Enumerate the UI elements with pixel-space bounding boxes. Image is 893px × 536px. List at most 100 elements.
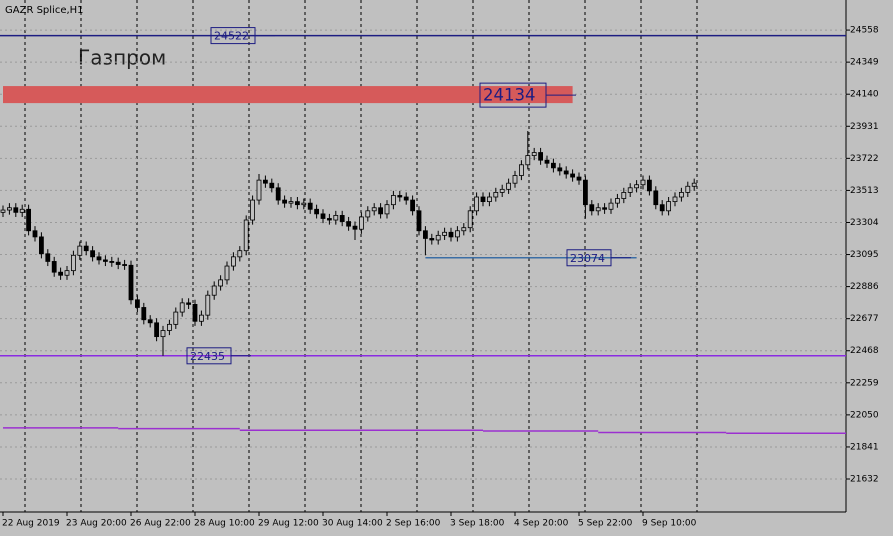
candle-body [128, 264, 134, 301]
candle-body [576, 176, 582, 181]
y-tick-label: 22468 [850, 346, 879, 356]
level-label: 24522 [214, 30, 249, 43]
candle-body [58, 271, 63, 276]
y-tick-label: 23931 [850, 122, 879, 132]
candle-body [621, 192, 627, 199]
y-tick-label: 24140 [850, 90, 879, 100]
candle-body [346, 221, 352, 227]
candle-body [294, 201, 300, 206]
candle-body [384, 204, 390, 215]
y-tick-label: 24349 [850, 58, 879, 68]
candle-body [288, 201, 294, 204]
candle-body [461, 227, 467, 232]
candle-body [122, 264, 127, 266]
candle-body [301, 202, 307, 206]
candle-body [45, 253, 51, 262]
candle-body [467, 210, 473, 229]
x-tick-label: 23 Aug 20:00 [66, 519, 127, 529]
candle-body [608, 202, 614, 210]
candle-body [71, 254, 76, 272]
candle-body [551, 162, 556, 169]
candle-body [205, 294, 211, 316]
candle-body [173, 311, 179, 325]
candle-body [134, 299, 140, 308]
candle-body [448, 231, 454, 238]
candle-body [640, 179, 646, 186]
x-tick-label: 9 Sep 10:00 [642, 519, 697, 529]
x-tick-label: 22 Aug 2019 [2, 519, 60, 529]
candle-body [647, 179, 652, 192]
candle-body [7, 207, 12, 211]
candle-body [365, 210, 371, 218]
candle-body [410, 199, 416, 212]
candle-body [186, 302, 192, 305]
candle-body [602, 207, 607, 210]
candle-body [493, 192, 499, 198]
candle-body [538, 152, 543, 161]
y-tick-label: 22050 [850, 410, 879, 420]
candle-body [282, 199, 288, 204]
candle-body [211, 285, 217, 296]
candle-body [659, 204, 665, 212]
candle-body [154, 322, 160, 338]
candle-body [0, 209, 6, 213]
level-label: 22435 [190, 350, 225, 363]
candle-body [77, 245, 83, 256]
x-tick-label: 3 Sep 18:00 [450, 519, 505, 529]
candle-body [64, 270, 70, 276]
candle-body [519, 164, 524, 176]
candle-body [691, 182, 697, 187]
candle-body [218, 279, 224, 287]
y-tick-label: 21841 [850, 442, 879, 452]
candle-body [429, 238, 435, 241]
candle-body [378, 207, 384, 215]
candle-body [615, 198, 620, 204]
candle-body [454, 230, 460, 238]
candle-body [352, 225, 358, 230]
level-band [3, 86, 573, 104]
candle-body [634, 184, 639, 189]
candle-body [256, 179, 262, 201]
candle-body [13, 207, 19, 213]
candle-body [422, 230, 428, 239]
candle-body [672, 196, 678, 203]
annotation: Газпром [78, 46, 166, 70]
candle-body [96, 256, 102, 261]
candle-body [525, 155, 531, 166]
y-tick-label: 24558 [850, 26, 879, 36]
candle-body [679, 192, 684, 198]
x-tick-label: 29 Aug 12:00 [258, 519, 319, 529]
candle-body [237, 250, 243, 258]
candle-body [416, 210, 422, 232]
candle-body [474, 196, 480, 212]
candle-body [595, 207, 601, 212]
candle-body [103, 259, 108, 262]
candle-body [166, 323, 172, 331]
candle-body [583, 179, 588, 206]
y-tick-label: 23513 [850, 186, 879, 196]
level-label: 24134 [483, 86, 536, 105]
candle-body [262, 179, 268, 184]
candle-body [147, 319, 153, 324]
candle-body [563, 170, 569, 175]
candle-body [480, 196, 486, 203]
y-tick-label: 23095 [850, 250, 879, 260]
candle-body [499, 188, 505, 193]
candle-body [275, 187, 281, 201]
candle-body [198, 314, 204, 322]
candle-body [371, 207, 377, 212]
candle-body [179, 302, 185, 313]
y-tick-label: 22886 [850, 282, 879, 292]
candle-body [685, 185, 691, 193]
candle-body [32, 230, 38, 238]
candle-body [397, 195, 403, 198]
x-tick-label: 26 Aug 22:00 [130, 519, 191, 529]
candle-body [269, 182, 275, 189]
candle-body [666, 201, 671, 212]
candle-body [314, 208, 320, 215]
x-tick-label: 4 Sep 20:00 [514, 519, 569, 529]
candle-body [531, 152, 537, 156]
candle-body [192, 304, 198, 322]
candle-body [435, 234, 441, 241]
